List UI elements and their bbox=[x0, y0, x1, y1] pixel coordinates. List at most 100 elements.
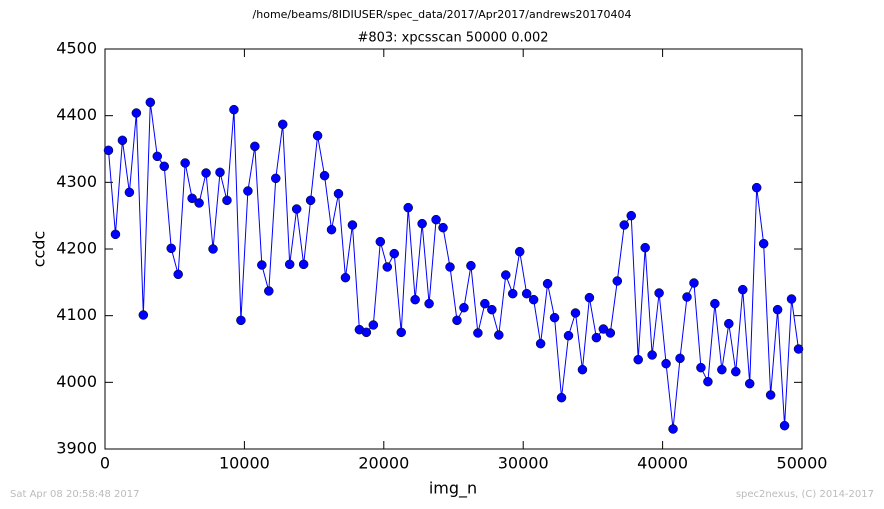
data-point bbox=[340, 272, 351, 283]
data-point bbox=[501, 270, 511, 280]
data-point bbox=[577, 364, 588, 375]
data-point bbox=[215, 167, 225, 178]
data-point bbox=[605, 328, 616, 338]
data-point bbox=[347, 220, 358, 230]
footer-left: Sat Apr 08 20:58:48 2017 bbox=[10, 489, 140, 500]
data-point bbox=[250, 141, 260, 152]
data-point bbox=[298, 259, 309, 270]
x-tick-label: 50000 bbox=[777, 454, 828, 473]
data-point bbox=[786, 294, 797, 304]
data-point bbox=[487, 304, 497, 315]
data-point bbox=[208, 244, 218, 254]
data-point bbox=[431, 214, 441, 225]
data-point bbox=[312, 130, 323, 141]
data-point bbox=[647, 350, 657, 360]
data-point bbox=[535, 338, 546, 349]
y-tick-label: 4400 bbox=[56, 105, 97, 124]
data-point bbox=[375, 236, 386, 247]
data-point bbox=[201, 168, 211, 178]
data-point bbox=[445, 262, 455, 272]
x-tick-label: 20000 bbox=[358, 454, 409, 473]
data-point bbox=[619, 220, 630, 230]
data-point bbox=[626, 210, 636, 221]
data-point bbox=[291, 204, 302, 214]
data-point bbox=[710, 298, 720, 309]
data-point bbox=[277, 119, 288, 130]
data-point bbox=[424, 298, 434, 309]
x-tick-label: 0 bbox=[100, 454, 110, 473]
data-point bbox=[382, 262, 393, 272]
data-point bbox=[640, 242, 650, 253]
data-point bbox=[633, 354, 643, 365]
data-point bbox=[152, 151, 163, 162]
data-point bbox=[507, 288, 518, 299]
data-point bbox=[514, 246, 525, 257]
data-point bbox=[333, 188, 344, 199]
data-point bbox=[222, 195, 232, 206]
data-point bbox=[563, 330, 574, 341]
data-point bbox=[264, 286, 274, 296]
data-point bbox=[452, 315, 462, 326]
data-point bbox=[389, 248, 400, 259]
data-point bbox=[459, 302, 469, 313]
data-point bbox=[480, 298, 490, 309]
data-point bbox=[145, 97, 156, 108]
data-point bbox=[751, 182, 762, 193]
data-point bbox=[521, 288, 532, 299]
data-point bbox=[668, 424, 678, 434]
data-point bbox=[570, 308, 581, 318]
data-point bbox=[361, 327, 372, 338]
x-tick-label: 10000 bbox=[219, 454, 270, 473]
data-point bbox=[284, 259, 295, 270]
data-point bbox=[438, 222, 448, 233]
data-point bbox=[696, 362, 706, 373]
data-point bbox=[180, 158, 190, 168]
data-point bbox=[166, 243, 176, 254]
data-point bbox=[103, 145, 114, 156]
data-point bbox=[703, 376, 713, 387]
data-point bbox=[689, 278, 699, 288]
data-point bbox=[124, 187, 135, 198]
data-point bbox=[396, 327, 406, 338]
data-point bbox=[661, 358, 671, 369]
data-point bbox=[173, 269, 183, 280]
data-point bbox=[187, 193, 197, 204]
data-point bbox=[793, 344, 804, 354]
data-point bbox=[731, 366, 741, 377]
data-point bbox=[466, 260, 476, 271]
data-point bbox=[738, 284, 748, 295]
x-axis-label: img_n bbox=[429, 479, 477, 499]
data-point bbox=[257, 260, 267, 270]
data-point bbox=[717, 364, 727, 375]
data-point bbox=[765, 390, 776, 400]
data-point bbox=[110, 229, 121, 240]
y-axis-label: ccdc bbox=[30, 231, 49, 268]
data-point bbox=[528, 294, 539, 305]
data-point bbox=[612, 276, 623, 286]
data-point bbox=[724, 318, 734, 329]
data-point bbox=[243, 186, 253, 196]
data-point bbox=[556, 392, 567, 403]
data-point bbox=[271, 173, 281, 184]
footer-right: spec2nexus, (C) 2014-2017 bbox=[736, 489, 874, 500]
data-point bbox=[654, 288, 664, 298]
data-point bbox=[494, 330, 504, 340]
data-point bbox=[542, 278, 553, 289]
data-line bbox=[107, 102, 800, 430]
data-point bbox=[682, 292, 692, 302]
data-point bbox=[229, 104, 239, 115]
data-point bbox=[194, 198, 204, 208]
data-point bbox=[744, 378, 755, 389]
data-point bbox=[584, 292, 595, 303]
x-tick-label: 40000 bbox=[637, 454, 688, 473]
data-point bbox=[368, 320, 379, 330]
y-tick-label: 4100 bbox=[56, 305, 97, 324]
data-point bbox=[159, 161, 169, 172]
data-point bbox=[591, 332, 602, 343]
data-point bbox=[138, 310, 149, 320]
y-tick-label: 4300 bbox=[56, 172, 97, 191]
y-tick-label: 4500 bbox=[56, 39, 97, 58]
suptitle: /home/beams/8IDIUSER/spec_data/2017/Apr2… bbox=[253, 8, 632, 21]
data-point bbox=[758, 238, 769, 249]
